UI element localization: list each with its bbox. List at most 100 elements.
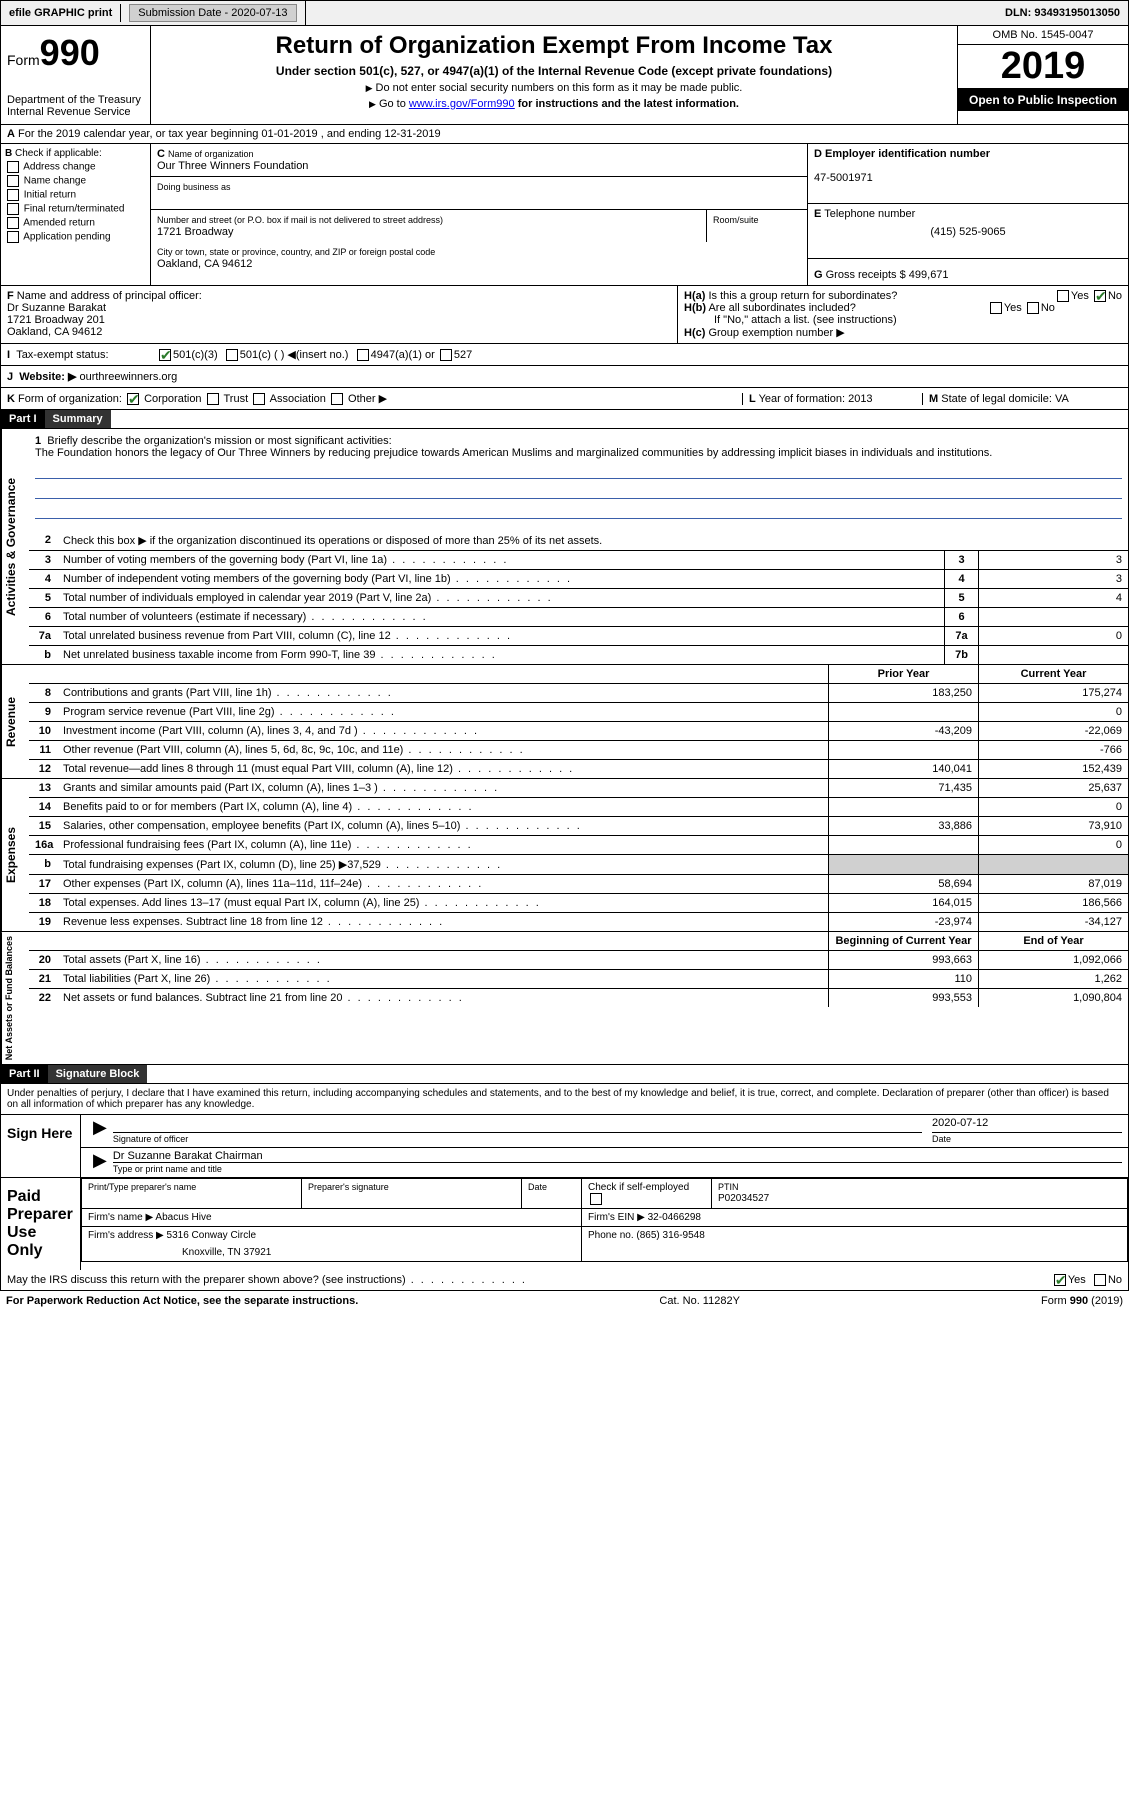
col-b: B Check if applicable: Address change Na… bbox=[1, 144, 151, 285]
summary-row: 4 Number of independent voting members o… bbox=[29, 570, 1128, 589]
header-mid: Return of Organization Exempt From Incom… bbox=[151, 26, 958, 124]
prep-name-label: Print/Type preparer's name bbox=[88, 1182, 196, 1192]
irs-link[interactable]: www.irs.gov/Form990 bbox=[409, 98, 515, 110]
city-label: City or town, state or province, country… bbox=[157, 247, 435, 257]
arrow-icon: ▶ bbox=[87, 1150, 113, 1175]
ptin-value: P02034527 bbox=[718, 1193, 769, 1204]
letter-d: D bbox=[814, 148, 822, 160]
summary-row: 14 Benefits paid to or for members (Part… bbox=[29, 798, 1128, 817]
chk-initial-return[interactable] bbox=[7, 189, 19, 201]
page-footer: For Paperwork Reduction Act Notice, see … bbox=[0, 1291, 1129, 1311]
chk-4947[interactable] bbox=[357, 349, 369, 361]
chk-amended[interactable] bbox=[7, 217, 19, 229]
chk-address-change[interactable] bbox=[7, 161, 19, 173]
hb-yes[interactable] bbox=[990, 302, 1002, 314]
summary-row: 21 Total liabilities (Part X, line 26) 1… bbox=[29, 970, 1128, 989]
dept-label: Department of the Treasury bbox=[7, 94, 144, 106]
blank-line bbox=[35, 485, 1122, 499]
org-name: Our Three Winners Foundation bbox=[157, 160, 308, 172]
officer-addr2: Oakland, CA 94612 bbox=[7, 326, 102, 338]
declaration-text: Under penalties of perjury, I declare th… bbox=[1, 1084, 1128, 1114]
discuss-no[interactable] bbox=[1094, 1274, 1106, 1286]
letter-l: L bbox=[749, 393, 756, 405]
summary-row: 16a Professional fundraising fees (Part … bbox=[29, 836, 1128, 855]
arrow-icon: ▶ bbox=[87, 1117, 113, 1145]
col-c: C Name of organization Our Three Winners… bbox=[151, 144, 808, 285]
blank-line bbox=[35, 465, 1122, 479]
submission-date-cell: Submission Date - 2020-07-13 bbox=[121, 1, 305, 25]
line-j: J Website: ▶ ourthreewinners.org bbox=[0, 366, 1129, 388]
lbl-initial-return: Initial return bbox=[24, 190, 76, 201]
chk-name-change[interactable] bbox=[7, 175, 19, 187]
summary-row: 18 Total expenses. Add lines 13–17 (must… bbox=[29, 894, 1128, 913]
form-number: 990 bbox=[40, 32, 100, 73]
tax-year-range: For the 2019 calendar year, or tax year … bbox=[18, 128, 441, 140]
chk-assoc[interactable] bbox=[253, 393, 265, 405]
chk-final-return[interactable] bbox=[7, 203, 19, 215]
summary-row: 19 Revenue less expenses. Subtract line … bbox=[29, 913, 1128, 931]
chk-trust[interactable] bbox=[207, 393, 219, 405]
city-value: Oakland, CA 94612 bbox=[157, 258, 252, 270]
room-label: Room/suite bbox=[713, 215, 759, 225]
discuss-yes[interactable] bbox=[1054, 1274, 1066, 1286]
summary-row: 13 Grants and similar amounts paid (Part… bbox=[29, 779, 1128, 798]
top-bar: efile GRAPHIC print Submission Date - 20… bbox=[0, 0, 1129, 26]
hb-label: Are all subordinates included? bbox=[708, 302, 855, 314]
sig-date-label: Date bbox=[932, 1134, 951, 1144]
chk-corp[interactable] bbox=[127, 393, 139, 405]
chk-501c3[interactable] bbox=[159, 349, 171, 361]
chk-self-employed[interactable] bbox=[590, 1193, 602, 1205]
discuss-label: May the IRS discuss this return with the… bbox=[7, 1274, 1052, 1286]
q2-label: Check this box ▶ if the organization dis… bbox=[63, 535, 602, 547]
side-net: Net Assets or Fund Balances bbox=[1, 932, 29, 1064]
letter-m: M bbox=[929, 393, 938, 405]
ha-yes[interactable] bbox=[1057, 290, 1069, 302]
officer-name-title: Dr Suzanne Barakat Chairman bbox=[113, 1150, 1122, 1163]
q1-label: Briefly describe the organization's miss… bbox=[47, 435, 391, 447]
part2-title: Signature Block bbox=[48, 1065, 148, 1083]
website-value: ourthreewinners.org bbox=[79, 371, 177, 383]
form-header: Form990 Department of the Treasury Inter… bbox=[0, 26, 1129, 125]
lbl-trust: Trust bbox=[223, 393, 248, 405]
gross-label: Gross receipts $ bbox=[826, 269, 906, 281]
part1-title: Summary bbox=[45, 410, 111, 428]
firm-ein-label: Firm's EIN ▶ bbox=[588, 1212, 645, 1223]
chk-527[interactable] bbox=[440, 349, 452, 361]
paid-preparer-label: Paid Preparer Use Only bbox=[1, 1178, 81, 1270]
col-end: End of Year bbox=[978, 932, 1128, 950]
tax-year: 2019 bbox=[958, 45, 1128, 89]
summary-row: 20 Total assets (Part X, line 16) 993,66… bbox=[29, 951, 1128, 970]
letter-ha: H(a) bbox=[684, 290, 705, 302]
chk-other[interactable] bbox=[331, 393, 343, 405]
footer-mid: Cat. No. 11282Y bbox=[659, 1295, 740, 1307]
firm-addr1: 5316 Conway Circle bbox=[167, 1230, 257, 1241]
submission-date-button[interactable]: Submission Date - 2020-07-13 bbox=[129, 4, 296, 22]
chk-501c[interactable] bbox=[226, 349, 238, 361]
letter-f: F bbox=[7, 290, 14, 302]
section-revenue: Revenue Prior Year Current Year 8 Contri… bbox=[0, 665, 1129, 779]
side-governance: Activities & Governance bbox=[1, 429, 29, 664]
chk-app-pending[interactable] bbox=[7, 231, 19, 243]
lbl-4947: 4947(a)(1) or bbox=[371, 349, 435, 361]
prep-date-label: Date bbox=[528, 1182, 547, 1192]
header-right: OMB No. 1545-0047 2019 Open to Public In… bbox=[958, 26, 1128, 124]
letter-a: A bbox=[7, 128, 15, 140]
hc-label: Group exemption number ▶ bbox=[708, 327, 844, 339]
lbl-final-return: Final return/terminated bbox=[24, 204, 125, 215]
mission-text: The Foundation honors the legacy of Our … bbox=[35, 447, 992, 459]
col-de: D Employer identification number 47-5001… bbox=[808, 144, 1128, 285]
col-current-year: Current Year bbox=[978, 665, 1128, 683]
letter-g: G bbox=[814, 269, 823, 281]
phone-value: (415) 525-9065 bbox=[814, 226, 1122, 238]
firm-name: Abacus Hive bbox=[155, 1212, 211, 1223]
note-goto-post: for instructions and the latest informat… bbox=[515, 98, 739, 110]
ha-no[interactable] bbox=[1094, 290, 1106, 302]
hb-no[interactable] bbox=[1027, 302, 1039, 314]
open-to-public: Open to Public Inspection bbox=[958, 89, 1128, 111]
hb-note: If "No," attach a list. (see instruction… bbox=[684, 314, 1122, 326]
blank-line bbox=[35, 505, 1122, 519]
col-beginning: Beginning of Current Year bbox=[828, 932, 978, 950]
lbl-name-change: Name change bbox=[24, 176, 86, 187]
org-name-label: Name of organization bbox=[168, 149, 254, 159]
letter-c: C bbox=[157, 148, 165, 160]
